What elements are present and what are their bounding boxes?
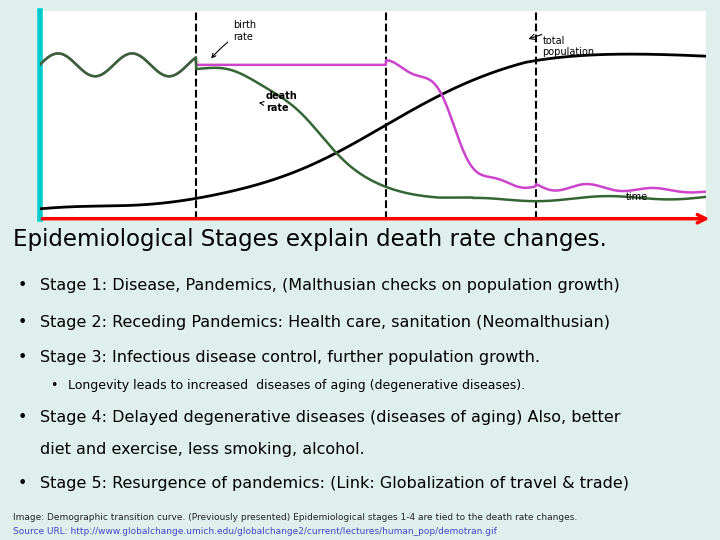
Text: diet and exercise, less smoking, alcohol.: diet and exercise, less smoking, alcohol… — [40, 442, 364, 457]
Text: Stage 2: Receding Pandemics: Health care, sanitation (Neomalthusian): Stage 2: Receding Pandemics: Health care… — [40, 315, 610, 330]
Text: •: • — [18, 315, 27, 330]
Text: death
rate: death rate — [260, 91, 298, 113]
Text: Image: Demographic transition curve. (Previously presented) Epidemiological stag: Image: Demographic transition curve. (Pr… — [13, 512, 577, 522]
Text: Longevity leads to increased  diseases of aging (degenerative diseases).: Longevity leads to increased diseases of… — [68, 379, 526, 393]
Text: •: • — [18, 410, 27, 425]
Text: Stage 1: Disease, Pandemics, (Malthusian checks on population growth): Stage 1: Disease, Pandemics, (Malthusian… — [40, 278, 619, 293]
Text: •: • — [50, 379, 58, 393]
Text: total
population: total population — [542, 36, 595, 57]
Text: Stage 4: Delayed degenerative diseases (diseases of aging) Also, better: Stage 4: Delayed degenerative diseases (… — [40, 410, 620, 425]
Text: •: • — [18, 476, 27, 491]
Text: birth
rate: birth rate — [212, 21, 256, 58]
Text: •: • — [18, 350, 27, 366]
Text: Stage 5: Resurgence of pandemics: (Link: Globalization of travel & trade): Stage 5: Resurgence of pandemics: (Link:… — [40, 476, 629, 491]
Text: Stage 3: Infectious disease control, further population growth.: Stage 3: Infectious disease control, fur… — [40, 350, 539, 366]
Text: time: time — [626, 192, 648, 202]
Text: Epidemiological Stages explain death rate changes.: Epidemiological Stages explain death rat… — [13, 228, 607, 251]
Text: •: • — [18, 278, 27, 293]
Text: Source URL: http://www.globalchange.umich.edu/globalchange2/current/lectures/hum: Source URL: http://www.globalchange.umic… — [13, 527, 497, 536]
